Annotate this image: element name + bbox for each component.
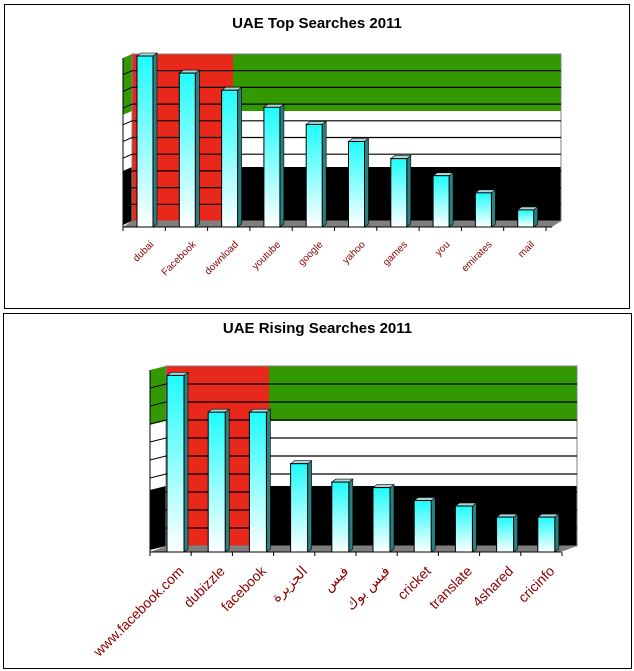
x-axis-label: youtube bbox=[250, 239, 283, 272]
left-wall-band bbox=[123, 54, 132, 115]
bar bbox=[136, 55, 154, 228]
bar bbox=[263, 106, 281, 228]
bar bbox=[207, 411, 226, 553]
backdrop-green bbox=[269, 366, 577, 421]
bar bbox=[517, 209, 535, 228]
x-axis-label: فيس bbox=[320, 563, 352, 595]
x-axis-label: games bbox=[381, 239, 410, 268]
x-axis-label: الجزيرة bbox=[268, 563, 311, 606]
x-axis-label: mail bbox=[516, 239, 537, 260]
x-axis-label: www.facebook.com bbox=[89, 563, 186, 660]
x-axis-label: Facebook bbox=[160, 239, 200, 279]
bar bbox=[331, 481, 350, 553]
bar bbox=[372, 487, 391, 553]
bar bbox=[454, 505, 473, 553]
x-axis-label: فيس بوك bbox=[342, 563, 393, 614]
bar bbox=[413, 499, 432, 553]
x-axis-label: 4shared bbox=[469, 563, 516, 610]
bar bbox=[348, 141, 365, 228]
x-axis-label: download bbox=[203, 239, 241, 277]
x-axis-label: translate bbox=[426, 563, 475, 612]
backdrop-white bbox=[269, 421, 577, 486]
top-searches-chart: UAE Top Searches 2011 dubai Facebook downl… bbox=[4, 4, 630, 309]
bar bbox=[248, 411, 267, 553]
chart-title: UAE Rising Searches 2011 bbox=[222, 320, 413, 337]
bar bbox=[305, 123, 323, 228]
chart-title: UAE Top Searches 2011 bbox=[232, 15, 402, 32]
bar bbox=[390, 158, 408, 228]
x-axis-label: cricket bbox=[394, 563, 434, 603]
x-axis-label: facebook bbox=[218, 562, 270, 614]
left-wall-band bbox=[123, 111, 132, 171]
bar bbox=[221, 89, 239, 228]
rising-searches-chart: UAE Rising Searches 2011 www.facebook.co… bbox=[3, 313, 632, 669]
bar bbox=[290, 463, 309, 553]
x-axis-label: yahoo bbox=[341, 239, 368, 266]
bar bbox=[178, 72, 196, 228]
x-axis-label: emirates bbox=[460, 239, 495, 274]
left-wall-band bbox=[123, 167, 132, 225]
x-axis-label: dubai bbox=[131, 239, 156, 264]
backdrop-green bbox=[233, 54, 561, 111]
left-wall-band bbox=[150, 366, 166, 425]
bar bbox=[496, 516, 515, 553]
left-wall-band bbox=[150, 421, 166, 490]
left-wall-band bbox=[150, 486, 166, 550]
chart-plot-area: dubai Facebook download youtube google yahoo g… bbox=[122, 52, 562, 279]
bar bbox=[166, 374, 185, 553]
x-axis-label: google bbox=[296, 239, 325, 268]
bar bbox=[474, 192, 492, 228]
bar bbox=[432, 175, 450, 228]
x-axis-label: you bbox=[433, 239, 452, 258]
bar bbox=[537, 516, 556, 553]
x-axis-label: cricinfo bbox=[515, 563, 558, 606]
